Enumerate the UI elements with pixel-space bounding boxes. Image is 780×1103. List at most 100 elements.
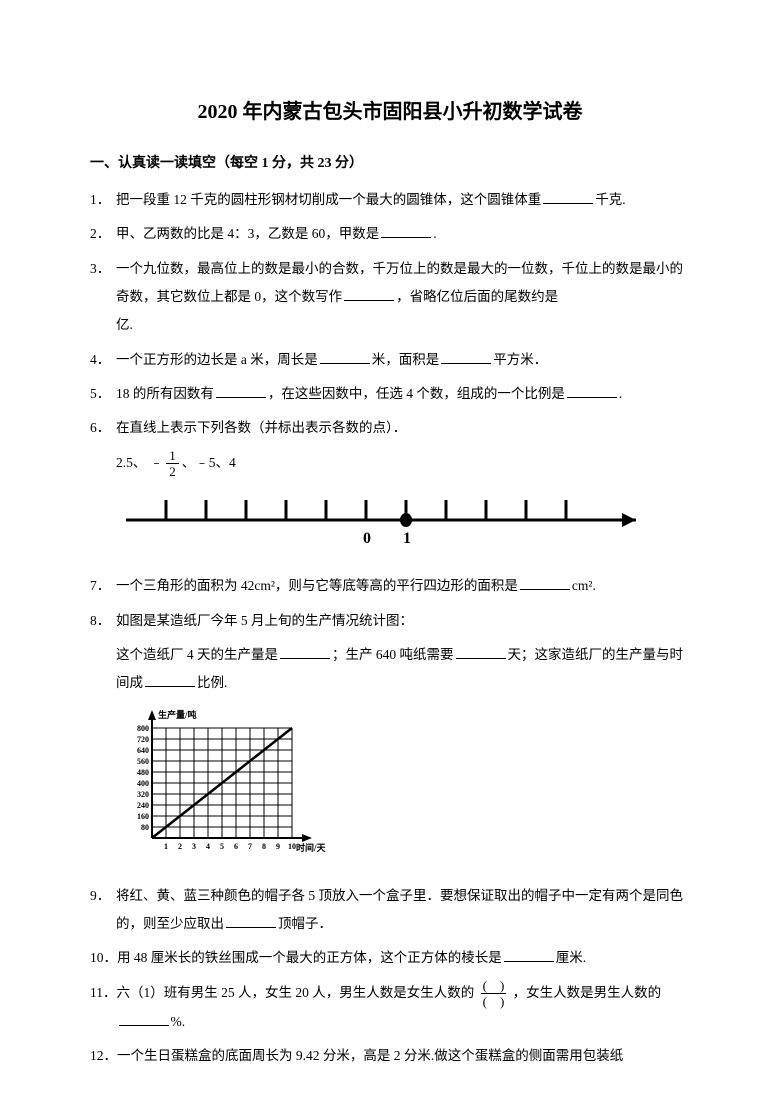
q5-text-a: 18 的所有因数有 bbox=[116, 386, 214, 401]
blank bbox=[320, 350, 370, 364]
q7-text-a: 一个三角形的面积为 42cm²，则与它等底等高的平行四边形的面积是 bbox=[116, 578, 518, 593]
blank bbox=[456, 645, 506, 659]
q8-num: 8． bbox=[90, 607, 116, 635]
svg-text:1: 1 bbox=[403, 530, 411, 547]
q6-numbers: 2.5、 ﹣12、﹣5、4 bbox=[116, 449, 690, 478]
q1-text-b: 千克. bbox=[595, 192, 625, 207]
blank bbox=[344, 287, 394, 301]
svg-text:6: 6 bbox=[234, 842, 238, 851]
q10-text-a: 用 48 厘米长的铁丝围成一个最大的正方体，这个正方体的棱长是 bbox=[117, 950, 502, 965]
blank bbox=[567, 384, 617, 398]
blank bbox=[216, 384, 266, 398]
q1-num: 1． bbox=[90, 186, 116, 214]
blank bbox=[520, 576, 570, 590]
blank bbox=[280, 645, 330, 659]
question-11: 11． 六（1）班有男生 25 人，女生 20 人，男生人数是女生人数的 ( )… bbox=[90, 979, 690, 1037]
q2-text-a: 甲、乙两数的比是 4：3，乙数是 60，甲数是 bbox=[116, 226, 379, 241]
svg-text:160: 160 bbox=[137, 812, 149, 821]
blank bbox=[504, 948, 554, 962]
number-line-svg: 0 1 bbox=[116, 488, 656, 558]
question-3: 3． 一个九位数，最高位上的数是最小的合数，千万位上的数是最大的一位数，千位上的… bbox=[90, 255, 690, 340]
question-7: 7． 一个三角形的面积为 42cm²，则与它等底等高的平行四边形的面积是 cm². bbox=[90, 572, 690, 600]
svg-text:9: 9 bbox=[276, 842, 280, 851]
blank bbox=[381, 224, 431, 238]
blank bbox=[226, 914, 276, 928]
question-10: 10． 用 48 厘米长的铁丝围成一个最大的正方体，这个正方体的棱长是 厘米. bbox=[90, 944, 690, 972]
q12-num: 12． bbox=[90, 1042, 117, 1070]
q5-num: 5． bbox=[90, 380, 116, 408]
svg-text:0: 0 bbox=[363, 530, 371, 547]
q11-text-a: 六（1）班有男生 25 人，女生 20 人，男生人数是女生人数的 bbox=[117, 985, 475, 1000]
q6-text-a: 在直线上表示下列各数（并标出表示各数的点）． bbox=[116, 420, 406, 435]
q8-line2: 这个造纸厂 4 天的生产量是；生产 640 吨纸需要天；这家造纸厂的生产量与时间… bbox=[116, 641, 690, 698]
q3-text-c: 亿. bbox=[116, 317, 133, 332]
q7-num: 7． bbox=[90, 572, 116, 600]
question-4: 4． 一个正方形的边长是 a 米，周长是 米，面积是 平方米． bbox=[90, 346, 690, 374]
svg-text:240: 240 bbox=[137, 801, 149, 810]
svg-text:720: 720 bbox=[137, 735, 149, 744]
question-6: 6． 在直线上表示下列各数（并标出表示各数的点）． bbox=[90, 414, 690, 442]
svg-text:320: 320 bbox=[137, 790, 149, 799]
q6-num: 6． bbox=[90, 414, 116, 442]
q9-num: 9． bbox=[90, 882, 116, 939]
q7-text-b: cm². bbox=[572, 578, 596, 593]
question-8: 8． 如图是某造纸厂今年 5 月上旬的生产情况统计图： bbox=[90, 607, 690, 635]
svg-text:7: 7 bbox=[248, 842, 252, 851]
number-line-figure: 0 1 bbox=[116, 488, 690, 558]
fraction-icon: 12 bbox=[166, 449, 179, 478]
q11-num: 11． bbox=[90, 979, 117, 1037]
svg-text:1: 1 bbox=[164, 842, 168, 851]
svg-text:800: 800 bbox=[137, 724, 149, 733]
q8-chart-figure: 800 720 640 560 480 400 320 240 160 80 1… bbox=[116, 708, 690, 868]
q6-nums-prefix: 2.5、 bbox=[116, 455, 146, 470]
q2-num: 2． bbox=[90, 220, 116, 248]
svg-text:2: 2 bbox=[178, 842, 182, 851]
blank bbox=[441, 350, 491, 364]
q4-num: 4． bbox=[90, 346, 116, 374]
q3-text-b: ，省略亿位后面的尾数约是 bbox=[396, 289, 558, 304]
q11-text-b: ，女生人数是男生人数的 bbox=[513, 985, 662, 1000]
blank bbox=[543, 190, 593, 204]
question-9: 9． 将红、黄、蓝三种颜色的帽子各 5 顶放入一个盒子里．要想保证取出的帽子中一… bbox=[90, 882, 690, 939]
q10-num: 10． bbox=[90, 944, 117, 972]
q12-text-a: 一个生日蛋糕盒的底面周长为 9.42 分米，高是 2 分米.做这个蛋糕盒的侧面需… bbox=[117, 1048, 623, 1063]
paren-fraction-icon: ( )( ) bbox=[481, 979, 507, 1008]
svg-text:时间/天: 时间/天 bbox=[296, 842, 326, 853]
q5-text-b: ，在这些因数中，任选 4 个数，组成的一个比例是 bbox=[268, 386, 565, 401]
q4-text-b: 米，面积是 bbox=[372, 352, 440, 367]
q8-text-a: 如图是某造纸厂今年 5 月上旬的生产情况统计图： bbox=[116, 613, 413, 628]
svg-text:80: 80 bbox=[141, 823, 149, 832]
question-5: 5． 18 的所有因数有 ，在这些因数中，任选 4 个数，组成的一个比例是. bbox=[90, 380, 690, 408]
q4-text-a: 一个正方形的边长是 a 米，周长是 bbox=[116, 352, 318, 367]
svg-text:400: 400 bbox=[137, 779, 149, 788]
question-12: 12． 一个生日蛋糕盒的底面周长为 9.42 分米，高是 2 分米.做这个蛋糕盒… bbox=[90, 1042, 690, 1070]
q6-neg: ﹣ bbox=[150, 455, 164, 470]
svg-text:5: 5 bbox=[220, 842, 224, 851]
q8-2a: 这个造纸厂 4 天的生产量是 bbox=[116, 647, 278, 662]
q5-text-c: . bbox=[619, 386, 622, 401]
q10-text-b: 厘米. bbox=[556, 950, 586, 965]
q4-text-c: 平方米． bbox=[493, 352, 547, 367]
q11-text-c: %. bbox=[171, 1014, 186, 1029]
question-1: 1． 把一段重 12 千克的圆柱形钢材切削成一个最大的圆锥体，这个圆锥体重 千克. bbox=[90, 186, 690, 214]
section-header: 一、认真读一读填空（每空 1 分，共 23 分） bbox=[90, 152, 690, 172]
blank bbox=[119, 1012, 169, 1026]
q2-text-b: . bbox=[433, 226, 436, 241]
q9-text-a: 将红、黄、蓝三种颜色的帽子各 5 顶放入一个盒子里．要想保证取出的帽子中一定有两… bbox=[116, 888, 683, 931]
svg-text:10: 10 bbox=[288, 842, 296, 851]
svg-text:640: 640 bbox=[137, 746, 149, 755]
page-title: 2020 年内蒙古包头市固阳县小升初数学试卷 bbox=[90, 95, 690, 124]
question-2: 2． 甲、乙两数的比是 4：3，乙数是 60，甲数是. bbox=[90, 220, 690, 248]
q8-2d: 比例. bbox=[197, 675, 227, 690]
svg-text:560: 560 bbox=[137, 757, 149, 766]
svg-text:4: 4 bbox=[206, 842, 210, 851]
q1-text-a: 把一段重 12 千克的圆柱形钢材切削成一个最大的圆锥体，这个圆锥体重 bbox=[116, 192, 541, 207]
q8-chart-svg: 800 720 640 560 480 400 320 240 160 80 1… bbox=[116, 708, 326, 868]
svg-text:8: 8 bbox=[262, 842, 266, 851]
svg-text:3: 3 bbox=[192, 842, 196, 851]
svg-text:480: 480 bbox=[137, 768, 149, 777]
q6-after-frac: 、﹣5、4 bbox=[182, 455, 236, 470]
svg-text:生产量/吨: 生产量/吨 bbox=[158, 709, 197, 720]
q8-2b: ；生产 640 吨纸需要 bbox=[332, 647, 454, 662]
blank bbox=[145, 673, 195, 687]
